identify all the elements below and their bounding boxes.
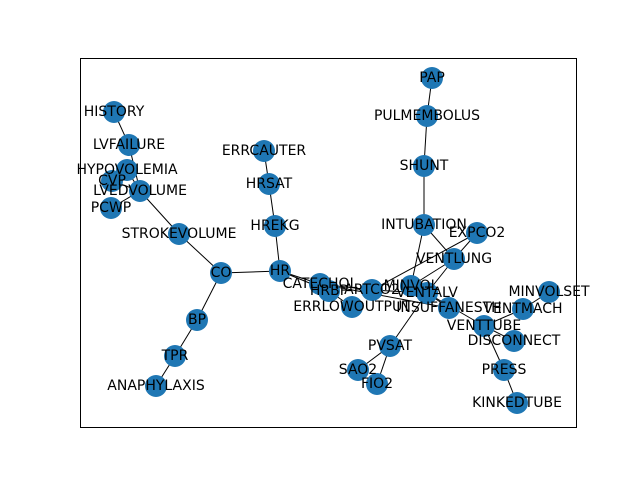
node-hrbp [318,280,340,302]
node-label-anaphylaxis: ANAPHYLAXIS [107,378,205,394]
node-pulmembolus [416,105,438,127]
node-errcauter [253,140,275,162]
node-label-hr: HR [270,263,291,279]
node-pcwp [100,197,122,219]
node-sao2 [347,359,369,381]
node-cvp [101,170,123,192]
node-hrsat [258,173,280,195]
node-kinkedtube [506,392,528,414]
node-disconnect [503,330,525,352]
node-label-expco2: EXPCO2 [449,225,506,241]
node-tpr [164,345,186,367]
node-label-pcwp: PCWP [91,200,132,216]
node-label-hrekg: HREKG [250,218,299,234]
node-label-ventmach: VENTMACH [483,301,562,317]
node-errlowoutput [341,296,363,318]
node-label-sao2: SAO2 [339,362,377,378]
node-label-hypovolemia: HYPOVOLEMIA [76,162,177,178]
node-label-co: CO [211,265,232,281]
node-label-errcauter: ERRCAUTER [222,143,307,159]
node-pap [421,67,443,89]
node-lvedvolume [129,180,151,202]
node-label-shunt: SHUNT [400,158,449,174]
node-label-pulmembolus: PULMEMBOLUS [374,108,480,124]
node-hr [269,260,291,282]
node-ventalv [416,282,438,304]
node-label-strokevolume: STROKEVOLUME [122,226,237,242]
node-insuffanesth [438,297,460,319]
node-history [103,101,125,123]
node-label-disconnect: DISCONNECT [468,333,561,349]
node-label-minvolset: MINVOLSET [508,284,590,300]
node-strokevolume [168,223,190,245]
node-bp [186,309,208,331]
node-label-insuffanesth: INSUFFANESTH [396,300,501,316]
node-label-press: PRESS [482,362,527,378]
node-label-lvfailure: LVFAILURE [93,137,165,153]
node-intubation [413,214,435,236]
edge-catechol-insuffanesth [319,283,450,309]
node-label-minvol: MINVOL [384,278,439,294]
node-label-ventlung: VENTLUNG [416,251,492,267]
node-press [493,359,515,381]
node-label-bp: BP [188,312,206,328]
node-venttube [473,315,495,337]
node-label-pvsat: PVSAT [368,338,413,354]
node-ventmach [512,298,534,320]
node-label-intubation: INTUBATION [381,217,467,233]
node-label-cvp: CVP [98,173,126,189]
plot-frame [80,58,577,428]
node-pvsat [379,335,401,357]
node-artco2 [361,279,383,301]
node-label-tpr: TPR [161,348,189,364]
node-label-hrsat: HRSAT [246,176,293,192]
node-label-pap: PAP [419,70,445,86]
node-label-venttube: VENTTUBE [447,318,521,334]
node-ventlung [443,248,465,270]
node-label-artco2: ARTCO2 [344,282,400,298]
node-label-errlowoutput: ERRLOWOUTPUT [293,299,411,315]
label-layer: HISTORY LVFAILURE HYPOVOLEMIACVPLVEDVOLUME… [76,70,590,411]
node-hrekg [264,215,286,237]
node-label-catechol: CATECHOL [283,276,358,292]
node-label-fio2: FIO2 [361,376,393,392]
node-label-hrbp: HRBP [310,283,348,299]
node-label-ventalv: VENTALV [396,285,458,301]
node-layer [100,67,560,414]
node-anaphylaxis [145,375,167,397]
node-label-kinkedtube: KINKEDTUBE [472,395,562,411]
node-co [210,262,232,284]
node-label-lvedvolume: LVEDVOLUME [93,183,187,199]
edge-artco2-expco2 [371,232,478,291]
node-lvfailure [118,134,140,156]
node-shunt [413,155,435,177]
node-minvolset [538,281,560,303]
node-fio2 [366,373,388,395]
node-label-history: HISTORY [84,104,145,120]
node-expco2 [466,222,488,244]
